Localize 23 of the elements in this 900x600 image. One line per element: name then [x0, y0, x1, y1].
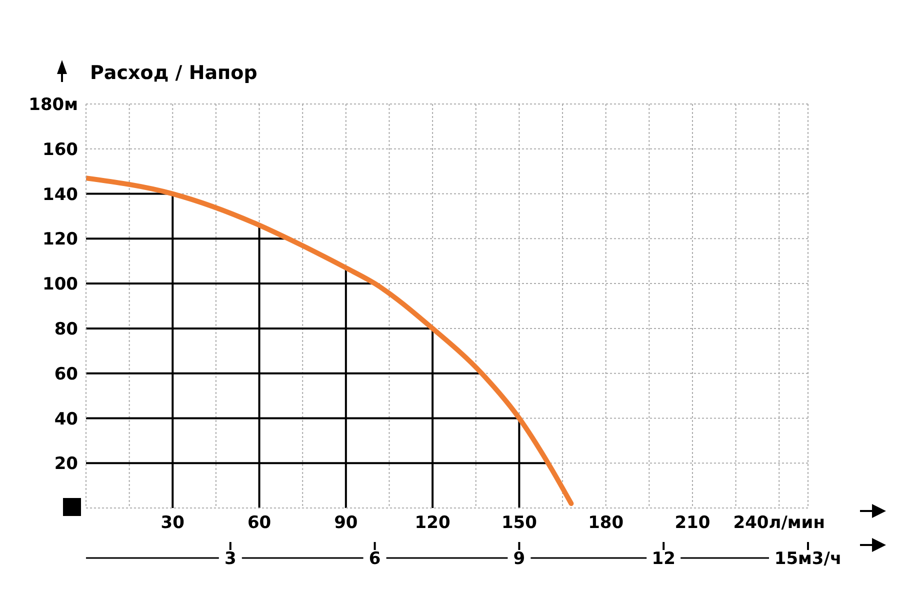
- x-tick-label: 60: [247, 513, 272, 534]
- x-tick-label: 150: [501, 513, 538, 534]
- y-axis-title: Расход / Напор: [90, 62, 258, 84]
- y-tick-label: 160: [42, 140, 78, 160]
- x-tick-label: 210: [674, 513, 710, 534]
- x2-tick-label: 12: [652, 549, 676, 569]
- x2-tick-label: 15м3/ч: [774, 549, 842, 569]
- x2-tick-label: 3: [224, 549, 236, 569]
- x-tick-label: 180: [588, 513, 624, 534]
- y-tick-label: 100: [42, 274, 78, 295]
- y-tick-label: 180м: [28, 95, 78, 116]
- y-tick-label: 120: [42, 230, 78, 250]
- y-tick-label: 60: [54, 364, 78, 384]
- y-tick-label: 20: [54, 454, 78, 474]
- x-tick-label: 240л/мин: [733, 513, 825, 534]
- x-tick-label: 30: [160, 513, 185, 534]
- x-tick-label: 90: [334, 513, 358, 534]
- y-tick-label: 40: [54, 409, 78, 430]
- y-tick-label: 80: [54, 319, 78, 340]
- x2-tick-label: 9: [513, 549, 526, 569]
- x-tick-label: 120: [414, 513, 450, 534]
- x2-tick-label: 6: [368, 549, 381, 569]
- y-tick-label: 140: [42, 184, 78, 205]
